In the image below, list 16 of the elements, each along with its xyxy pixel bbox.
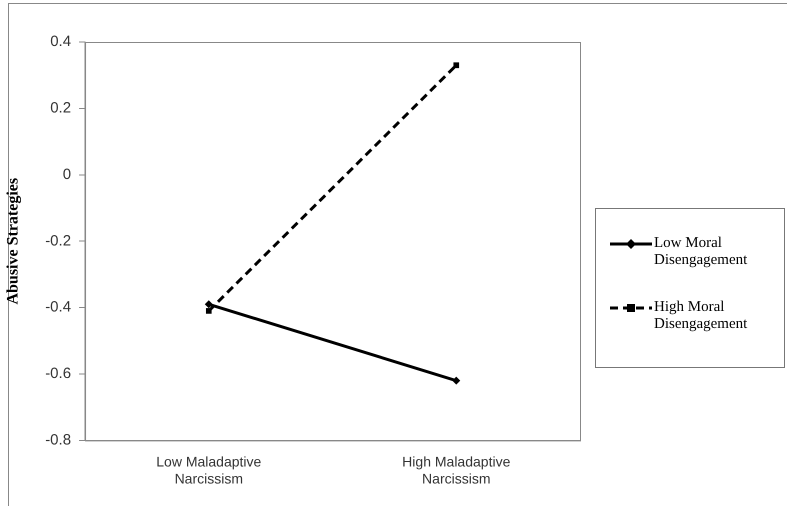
y-tick-label: -0.6 bbox=[45, 365, 72, 382]
point bbox=[206, 308, 212, 314]
y-tick-label: -0.4 bbox=[45, 298, 72, 316]
point bbox=[452, 376, 460, 385]
y-tick-label: -0.2 bbox=[45, 232, 72, 250]
x-tick-label: High Maladaptive Narcissism bbox=[402, 454, 511, 486]
point bbox=[204, 300, 213, 308]
x-tick-label: Low Maladaptive Narcissism bbox=[156, 454, 262, 486]
y-axis-title: Abusive Strategies bbox=[4, 178, 22, 305]
legend-label: Low Moral Disengagement bbox=[654, 235, 748, 269]
y-tick-label: 0.4 bbox=[50, 33, 72, 50]
point bbox=[453, 62, 460, 68]
y-tick-label: -0.8 bbox=[45, 432, 72, 449]
legend-label: High Moral Disengagement bbox=[654, 299, 748, 333]
y-tick-label: 0 bbox=[62, 166, 72, 183]
y-tick-label: 0.2 bbox=[50, 100, 72, 117]
